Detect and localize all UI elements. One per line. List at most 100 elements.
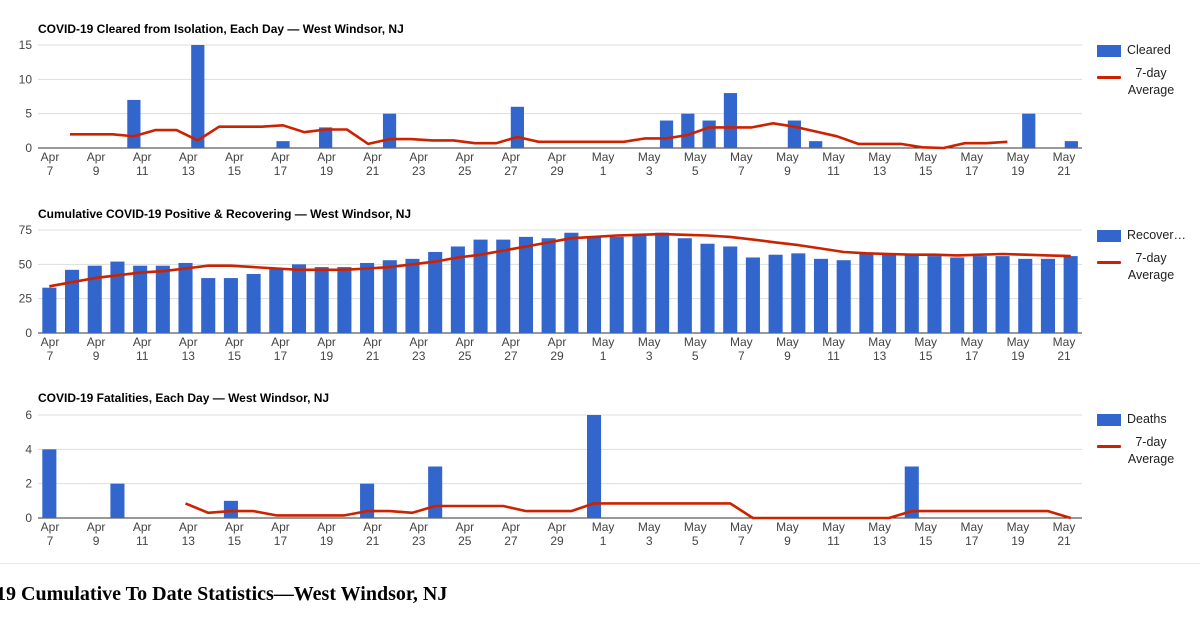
bar[interactable] [201, 278, 216, 333]
x-tick-label: May [684, 520, 707, 534]
x-tick-label: 9 [93, 534, 100, 548]
bar[interactable] [291, 264, 307, 333]
x-tick-label: Apr [409, 335, 428, 349]
bar[interactable] [42, 287, 57, 333]
bar[interactable] [133, 265, 148, 333]
bar[interactable] [659, 120, 674, 148]
bar[interactable] [904, 254, 919, 333]
bar[interactable] [360, 483, 375, 518]
bar[interactable] [360, 262, 375, 333]
bar[interactable] [276, 141, 290, 148]
y-tick-label: 15 [19, 38, 33, 52]
x-tick-label: 17 [965, 164, 979, 178]
y-tick-label: 6 [25, 408, 32, 422]
x-tick-label: Apr [87, 150, 106, 164]
x-tick-label: 3 [646, 164, 653, 178]
bar[interactable] [681, 113, 695, 148]
bar[interactable] [655, 232, 670, 333]
chart-title: COVID-19 Cleared from Isolation, Each Da… [38, 22, 404, 36]
x-tick-label: 15 [919, 164, 933, 178]
x-tick-label: Apr [133, 150, 152, 164]
x-tick-label: Apr [133, 335, 152, 349]
bar[interactable] [995, 256, 1010, 333]
bar[interactable] [473, 239, 488, 333]
bar[interactable] [609, 236, 624, 333]
bar[interactable] [723, 246, 738, 333]
bar[interactable] [496, 239, 511, 333]
legend-label: 7-day Average [1127, 435, 1175, 466]
bar[interactable] [702, 120, 716, 148]
bar[interactable] [904, 466, 919, 519]
bar[interactable] [1063, 256, 1078, 333]
bar[interactable] [632, 234, 647, 333]
bar[interactable] [518, 236, 533, 333]
bar[interactable] [405, 258, 420, 333]
bar[interactable] [246, 273, 261, 333]
bar[interactable] [1022, 113, 1036, 148]
bar[interactable] [882, 253, 897, 333]
bar[interactable] [745, 257, 760, 333]
bar[interactable] [382, 260, 397, 333]
bar[interactable] [319, 127, 333, 148]
y-tick-label: 4 [25, 442, 32, 456]
bar[interactable] [155, 265, 170, 333]
bar[interactable] [1018, 258, 1033, 333]
bar[interactable] [110, 261, 125, 333]
bar[interactable] [127, 99, 141, 148]
bar[interactable] [110, 483, 125, 518]
bar[interactable] [450, 246, 465, 333]
x-tick-label: 21 [366, 164, 380, 178]
bar[interactable] [382, 113, 397, 148]
y-tick-label: 5 [25, 107, 32, 121]
x-tick-label: May [730, 150, 753, 164]
bar[interactable] [809, 141, 823, 148]
bar[interactable] [1040, 258, 1055, 333]
bar[interactable] [791, 253, 806, 333]
bar[interactable] [972, 256, 987, 333]
bar[interactable] [178, 262, 193, 333]
x-tick-label: May [868, 520, 891, 534]
bar[interactable] [87, 265, 102, 333]
x-tick-label: 9 [784, 349, 791, 363]
bar[interactable] [65, 269, 80, 333]
bar[interactable] [223, 278, 238, 333]
x-tick-label: 7 [738, 349, 745, 363]
x-tick-label: 19 [1011, 534, 1025, 548]
bar[interactable] [950, 257, 965, 333]
bar[interactable] [541, 238, 556, 333]
x-tick-label: Apr [548, 520, 567, 534]
bar[interactable] [428, 466, 443, 519]
series-line-average[interactable] [185, 502, 1072, 520]
x-tick-label: Apr [271, 150, 290, 164]
bar[interactable] [428, 251, 443, 333]
x-tick-label: 27 [504, 164, 518, 178]
bar[interactable] [700, 243, 715, 333]
bar[interactable] [723, 93, 738, 148]
bar[interactable] [564, 232, 579, 333]
bar[interactable] [927, 256, 942, 333]
series-line-average[interactable] [49, 232, 1071, 288]
bar[interactable] [677, 238, 692, 333]
bar[interactable] [587, 236, 602, 333]
bar[interactable] [1064, 141, 1078, 148]
bar[interactable] [314, 267, 329, 333]
x-tick-label: 7 [47, 164, 54, 178]
x-tick-label: May [1053, 520, 1076, 534]
bar[interactable] [587, 415, 602, 518]
bar[interactable] [859, 253, 874, 333]
bar[interactable] [269, 268, 284, 333]
legend-label: 7-day Average [1127, 66, 1175, 97]
bar[interactable] [42, 449, 57, 518]
bar[interactable] [836, 260, 851, 333]
x-tick-label: Apr [409, 520, 428, 534]
bar[interactable] [510, 106, 524, 148]
x-tick-label: May [914, 520, 937, 534]
x-tick-label: Apr [502, 150, 521, 164]
chart-cumulative-plot: 0255075Apr7Apr9Apr11Apr13Apr15Apr17Apr19… [19, 223, 1082, 363]
bar[interactable] [223, 500, 238, 518]
bar[interactable] [813, 258, 829, 333]
bar[interactable] [768, 254, 783, 333]
bar[interactable] [337, 267, 352, 333]
series-line-average[interactable] [70, 122, 1008, 150]
bar[interactable] [191, 45, 205, 148]
